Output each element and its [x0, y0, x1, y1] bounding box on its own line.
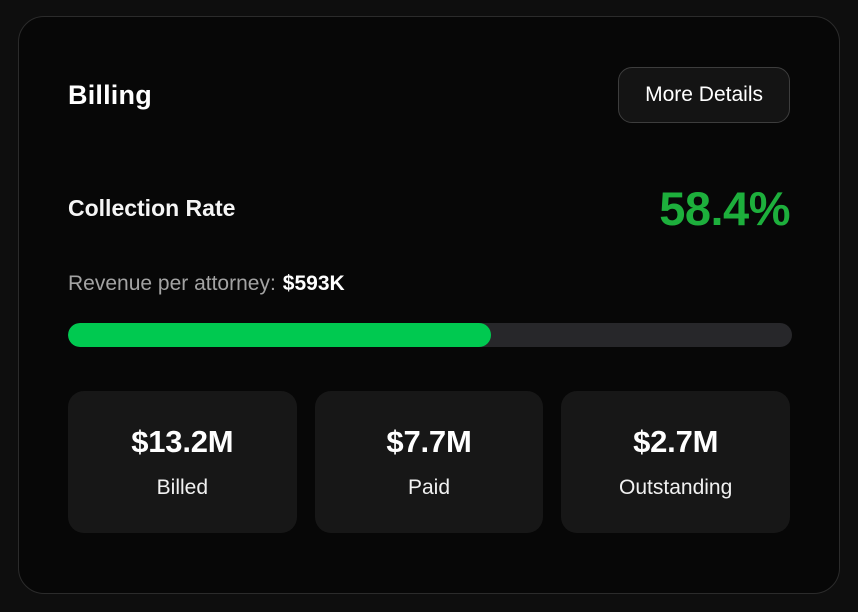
revenue-per-attorney-value: $593K [282, 272, 345, 295]
paid-value: $7.7M [386, 424, 472, 459]
collection-rate-progress-fill [68, 323, 491, 347]
card-title: Billing [68, 79, 152, 110]
collection-rate-progress-track [68, 323, 792, 347]
stat-card-paid: $7.7M Paid [314, 391, 544, 533]
outstanding-label: Outstanding [619, 476, 733, 499]
collection-rate-value: 58.4% [659, 182, 790, 235]
card-header: Billing More Details [68, 67, 790, 123]
billing-card: Billing More Details Collection Rate 58.… [18, 16, 840, 594]
paid-label: Paid [407, 476, 450, 499]
billed-label: Billed [156, 476, 209, 499]
revenue-per-attorney-line: Revenue per attorney: $593K [68, 272, 790, 296]
stat-card-outstanding: $2.7M Outstanding [561, 391, 790, 533]
outstanding-value: $2.7M [633, 424, 719, 459]
billing-stats-grid: $13.2M Billed $7.7M Paid $2.7M Outstandi… [68, 391, 790, 533]
billed-value: $13.2M [131, 424, 234, 459]
collection-rate-label: Collection Rate [68, 195, 236, 221]
collection-rate-row: Collection Rate 58.4% [68, 185, 790, 232]
stat-card-billed: $13.2M Billed [68, 391, 297, 533]
revenue-per-attorney-label: Revenue per attorney: [68, 272, 276, 295]
more-details-button[interactable]: More Details [618, 67, 790, 123]
